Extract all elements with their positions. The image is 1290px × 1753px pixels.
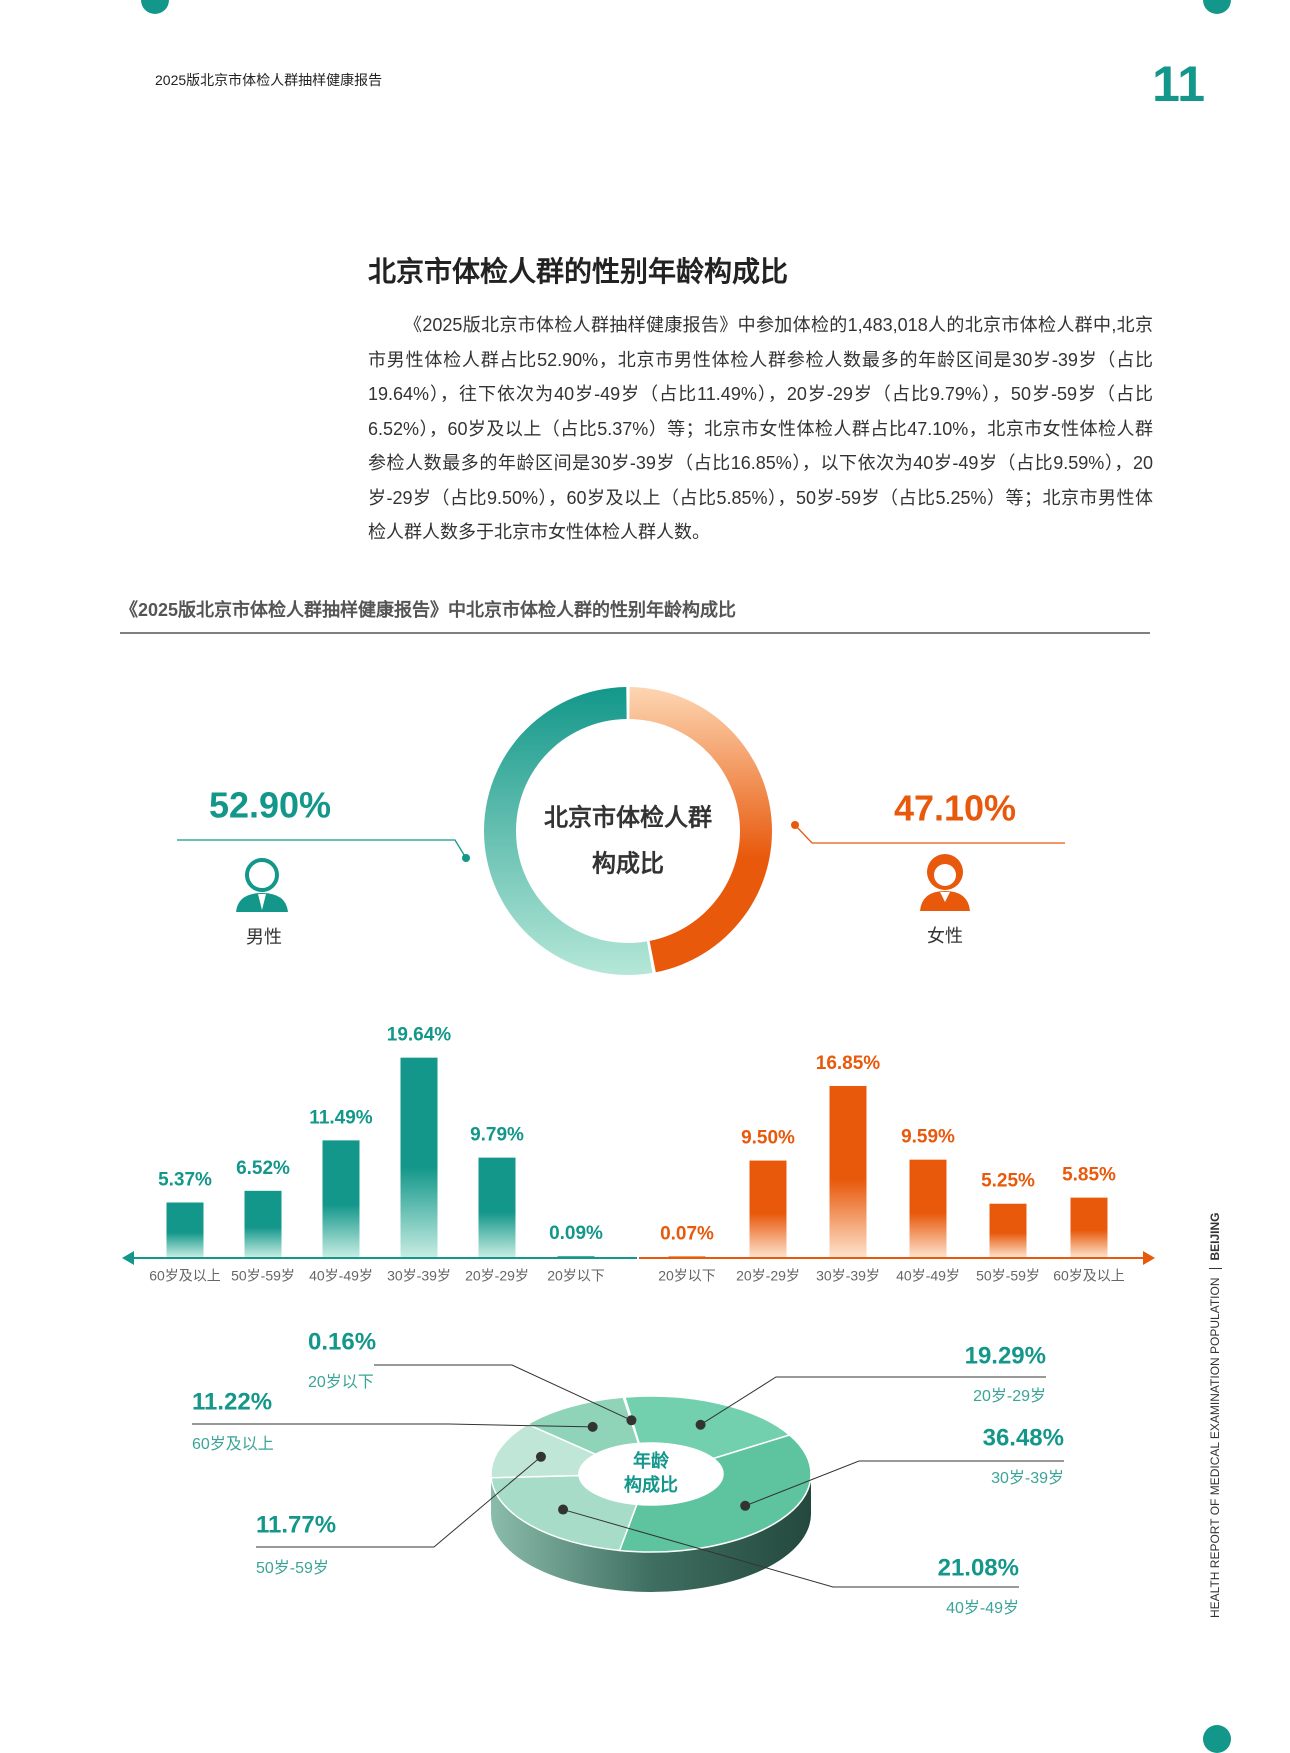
leader-dot xyxy=(462,854,470,862)
axis-arrow xyxy=(122,1251,134,1265)
x-tick-label: 20岁以下 xyxy=(547,1268,605,1284)
leader-dot xyxy=(535,1451,546,1462)
side-label: HEALTH REPORT OF MEDICAL EXAMINATION POP… xyxy=(1208,1212,1222,1618)
figure-caption: 《2025版北京市体检人群抽样健康报告》中北京市体检人群的性别年龄构成比 xyxy=(120,600,737,620)
x-tick-label: 20岁-29岁 xyxy=(465,1268,529,1284)
bar xyxy=(322,1140,360,1257)
x-tick-label: 60岁及以上 xyxy=(149,1268,221,1284)
bar xyxy=(668,1256,706,1257)
pie-center-label: 年龄 xyxy=(633,1450,670,1471)
value-label: 19.29% xyxy=(965,1342,1046,1369)
axis-arrow xyxy=(1143,1251,1155,1265)
pie-slice xyxy=(618,1434,812,1553)
corner-dot xyxy=(1203,0,1231,14)
x-tick-label: 20岁-29岁 xyxy=(736,1268,800,1284)
value-label: 9.59% xyxy=(901,1127,955,1148)
value-label: 16.85% xyxy=(816,1053,881,1074)
category-label: 60岁及以上 xyxy=(192,1435,274,1453)
bar xyxy=(166,1202,204,1257)
x-tick-label: 50岁-59岁 xyxy=(976,1268,1040,1284)
leader-line xyxy=(256,1456,542,1548)
bar xyxy=(749,1160,787,1257)
category-label: 20岁以下 xyxy=(308,1373,374,1391)
bar xyxy=(829,1085,867,1257)
value-label: 6.52% xyxy=(236,1158,290,1179)
x-tick-label: 40岁-49岁 xyxy=(309,1268,373,1284)
leader-dot xyxy=(587,1421,598,1432)
value-label: 5.85% xyxy=(1062,1165,1116,1186)
value-label: 21.08% xyxy=(938,1554,1019,1581)
female-icon xyxy=(920,854,970,911)
pie-slice xyxy=(623,1395,792,1460)
leader-dot xyxy=(626,1415,637,1426)
category-label: 30岁-39岁 xyxy=(991,1469,1064,1487)
leader-line xyxy=(745,1460,1064,1507)
x-tick-label: 40岁-49岁 xyxy=(896,1268,960,1284)
category-label: 20岁-29岁 xyxy=(973,1387,1046,1405)
leader-line xyxy=(192,1423,593,1428)
value-label: 5.25% xyxy=(981,1171,1035,1192)
pie-slice xyxy=(526,1396,640,1456)
category-label: 50岁-59岁 xyxy=(256,1559,329,1577)
bar xyxy=(557,1256,595,1257)
value-label: 5.37% xyxy=(158,1170,212,1191)
leader-line xyxy=(374,1364,632,1421)
value-label: 0.09% xyxy=(549,1223,603,1244)
header-report: 2025版北京市体检人群抽样健康报告 xyxy=(155,72,383,88)
leader-line xyxy=(562,1509,1019,1588)
bar xyxy=(478,1157,516,1257)
value-label: 52.90% xyxy=(209,785,331,826)
value-label: 0.07% xyxy=(660,1223,714,1244)
side-text: HEALTH REPORT OF MEDICAL EXAMINATION POP… xyxy=(1208,1277,1222,1619)
leader-line xyxy=(794,824,1065,844)
value-label: 9.79% xyxy=(470,1125,524,1146)
category-label: 男性 xyxy=(246,927,282,947)
value-label: 9.50% xyxy=(741,1128,795,1149)
bar xyxy=(244,1190,282,1257)
bar xyxy=(400,1057,438,1257)
section-title: 北京市体检人群的性别年龄构成比 xyxy=(368,256,789,287)
x-tick-label: 20岁以下 xyxy=(658,1268,716,1284)
leader-dot xyxy=(695,1419,706,1430)
value-label: 11.77% xyxy=(256,1511,336,1538)
male-icon xyxy=(236,858,288,912)
bar xyxy=(1070,1197,1108,1257)
x-tick-label: 60岁及以上 xyxy=(1053,1268,1125,1284)
leader-dot xyxy=(791,821,799,829)
bar xyxy=(989,1203,1027,1257)
pie-side xyxy=(491,1474,811,1592)
value-label: 36.48% xyxy=(983,1424,1064,1451)
leader-line xyxy=(700,1376,1046,1426)
paragraph: 《2025版北京市体检人群抽样健康报告》中参加体检的1,483,018人的北京市… xyxy=(368,315,1153,542)
value-label: 47.10% xyxy=(894,788,1016,829)
donut-center-label: 构成比 xyxy=(592,849,664,877)
donut-segment xyxy=(629,687,772,973)
donut-center-label: 北京市体检人群 xyxy=(544,803,712,831)
value-label: 19.64% xyxy=(387,1025,452,1046)
leader-dot xyxy=(558,1504,569,1515)
corner-dot xyxy=(1203,1725,1231,1753)
value-label: 11.49% xyxy=(309,1107,372,1128)
value-label: 0.16% xyxy=(308,1328,376,1355)
category-label: 40岁-49岁 xyxy=(946,1599,1019,1617)
page-number: 11 xyxy=(1152,56,1205,112)
x-tick-label: 30岁-39岁 xyxy=(816,1268,880,1284)
side-city: BEIJING xyxy=(1208,1212,1222,1261)
donut-segment xyxy=(483,687,653,975)
leader-dot xyxy=(740,1500,751,1511)
category-label: 女性 xyxy=(927,926,963,946)
value-label: 11.22% xyxy=(192,1388,272,1415)
x-tick-label: 30岁-39岁 xyxy=(387,1268,451,1284)
pie-center-label: 构成比 xyxy=(624,1474,678,1495)
leader-line xyxy=(177,839,467,859)
corner-dot xyxy=(141,0,169,14)
bar xyxy=(909,1159,947,1257)
separator xyxy=(1208,1268,1222,1270)
x-tick-label: 50岁-59岁 xyxy=(231,1268,295,1284)
